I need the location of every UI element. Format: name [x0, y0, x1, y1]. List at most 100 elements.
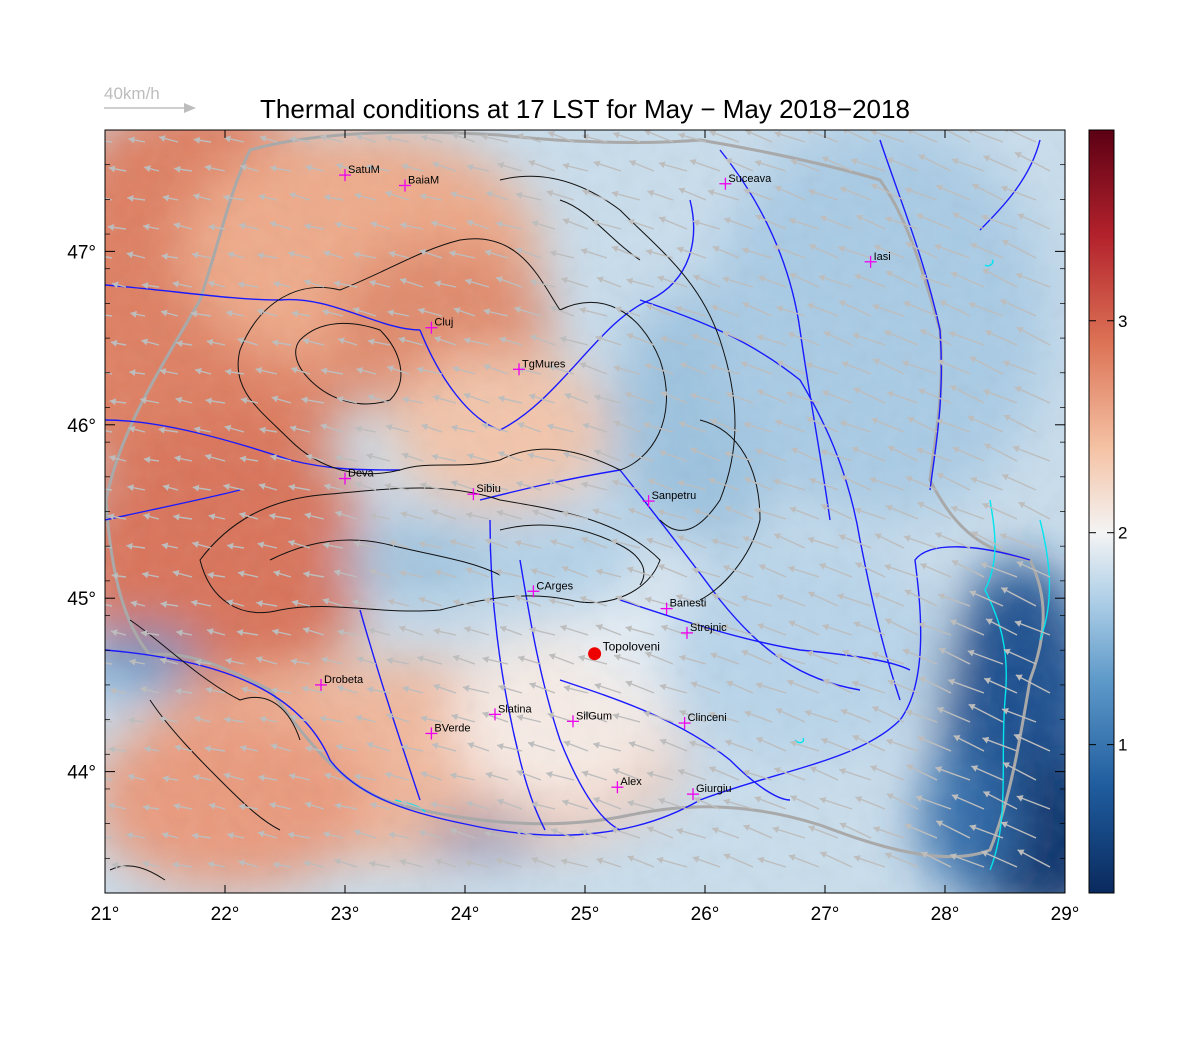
wind-arrow-head	[1017, 849, 1025, 856]
wind-arrow-head	[334, 221, 342, 229]
wind-arrow-head	[207, 861, 215, 868]
wind-arrow-shaft	[934, 532, 971, 549]
wind-arrow-head	[466, 163, 474, 171]
wind-arrow-head	[273, 280, 280, 288]
wind-arrow-head	[838, 245, 845, 253]
wind-arrow-head	[303, 860, 311, 867]
wind-arrow-head	[195, 367, 202, 375]
wind-arrow-head	[1002, 239, 1009, 247]
wind-arrow-head	[547, 712, 555, 719]
wind-arrow-head	[241, 686, 248, 694]
wind-arrow-head	[111, 281, 119, 289]
wind-arrow-head	[107, 223, 115, 231]
wind-arrow-head	[938, 647, 946, 655]
wind-arrow-head	[324, 483, 331, 491]
wind-arrow-head	[549, 597, 556, 605]
wind-arrow-head	[257, 252, 264, 260]
wind-arrow-head	[290, 714, 297, 722]
highlight-site: Topoloveni	[588, 640, 660, 661]
wind-arrow-head	[871, 417, 879, 425]
lon-tick-label-4: 25°	[571, 904, 600, 925]
wind-arrow-head	[126, 832, 133, 839]
wind-arrow-head	[872, 706, 880, 713]
wind-arrow-head	[128, 717, 135, 725]
wind-arrow-head	[953, 735, 961, 742]
wind-arrow-head	[935, 766, 943, 773]
city-satum: SatuM	[339, 164, 380, 182]
wind-arrow-head	[711, 304, 719, 312]
wind-arrow-head	[291, 366, 298, 374]
longitude-tick-labels: 21° 22° 23° 24° 25° 26° 27° 28° 29°	[91, 904, 1080, 925]
wind-arrow-head	[595, 335, 603, 342]
wind-arrow-head	[680, 362, 688, 369]
wind-arrow-head	[582, 133, 589, 141]
highlight-site-dot	[588, 647, 602, 661]
wind-arrow-head	[1000, 299, 1008, 306]
city-label: BaiaM	[408, 174, 439, 186]
wind-arrow-head	[643, 710, 651, 718]
wind-arrow-head	[435, 858, 442, 866]
wind-arrow-head	[368, 860, 376, 868]
wind-arrow-head	[776, 360, 784, 367]
wind-arrow-head	[1017, 213, 1025, 220]
colorbar-tick-label-2: 3	[1118, 312, 1127, 331]
wind-arrow-head	[596, 568, 603, 576]
wind-arrow-head	[223, 483, 230, 491]
wind-arrow-shaft	[982, 502, 1018, 520]
wind-arrow-head	[401, 452, 409, 460]
wind-arrow-head	[775, 419, 782, 427]
city-label: Deva	[348, 468, 375, 480]
wind-arrow-head	[259, 426, 266, 434]
wind-arrow-head	[677, 480, 685, 487]
wind-arrow-head	[303, 279, 311, 286]
wind-arrow-head	[725, 158, 733, 165]
wind-arrow-head	[239, 744, 247, 752]
city-baiam: BaiaM	[399, 174, 439, 192]
wind-arrow-head	[384, 482, 392, 490]
wind-arrow-head	[549, 305, 557, 313]
wind-arrow-head	[452, 654, 460, 662]
city-carges: CArges	[527, 580, 574, 598]
wind-arrow-head	[1003, 648, 1011, 656]
city-label: Sanpetru	[652, 490, 697, 502]
wind-arrow-head	[818, 274, 826, 282]
wind-arrow-head	[808, 189, 816, 196]
wind-arrow-head	[916, 447, 924, 455]
wind-arrow-head	[1003, 414, 1011, 422]
wind-arrow-shaft	[1014, 386, 1051, 404]
wind-arrow-head	[111, 861, 119, 869]
wind-arrow-head	[561, 510, 569, 518]
lat-tick-label-0: 44°	[67, 763, 96, 784]
wind-arrow-head	[903, 301, 911, 308]
city-markers: SatuM BaiaM Suceava Iasi Cluj TgMures Deva Sibi…	[315, 164, 891, 801]
wind-arrow-head	[612, 479, 620, 487]
wind-arrow-head	[645, 651, 653, 659]
wind-arrow-head	[870, 765, 878, 772]
wind-arrow-head	[322, 308, 329, 316]
wind-arrow-head	[463, 337, 471, 345]
wind-arrow-head	[709, 363, 717, 371]
wind-arrow-head	[530, 334, 538, 342]
wind-arrow-head	[691, 333, 699, 341]
wind-arrow-head	[516, 769, 524, 777]
wind-arrow-head	[399, 625, 406, 633]
wind-arrow-head	[676, 827, 684, 835]
wind-arrow-head	[464, 626, 471, 633]
wind-arrow-head	[304, 512, 312, 520]
wind-arrow-head	[869, 476, 877, 484]
city-label: Strejnic	[690, 622, 727, 634]
wind-arrow-head	[563, 740, 571, 748]
wind-arrow-head	[225, 368, 232, 376]
wind-arrow-head	[580, 829, 588, 837]
wind-arrow-head	[724, 217, 731, 224]
wind-arrow-head	[288, 772, 296, 780]
wind-arrow-head	[549, 250, 557, 257]
lon-tick-label-0: 21°	[91, 904, 120, 925]
colorbar: 1 2 3	[1088, 129, 1127, 894]
wind-arrow-head	[386, 657, 394, 665]
graticule-ticks	[105, 130, 1065, 893]
wind-arrow-head	[936, 418, 944, 426]
wind-arrow-head	[643, 422, 650, 429]
wind-arrow-head	[936, 820, 944, 827]
wind-arrow-head	[936, 184, 944, 192]
